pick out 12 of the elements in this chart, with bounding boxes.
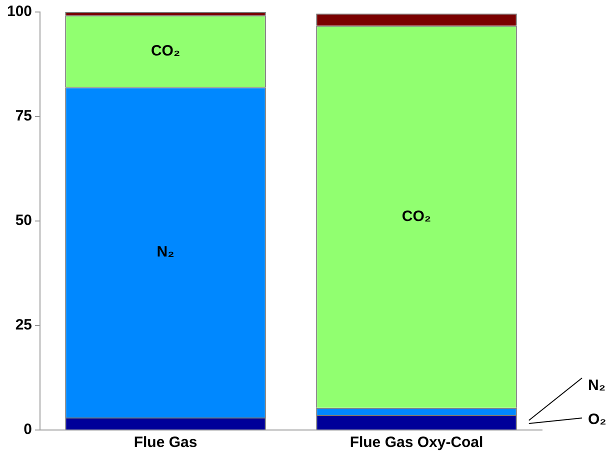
y-tick-label: 75	[15, 108, 32, 125]
y-tick-label: 50	[15, 212, 32, 230]
y-tick-label: 100	[6, 3, 32, 20]
series-label: CO₂	[150, 42, 180, 60]
text: N₂	[156, 243, 174, 260]
y-tick-label: 25	[15, 316, 32, 334]
x-tick-label: Flue Gas	[134, 434, 198, 452]
text: O₂	[588, 411, 606, 428]
x-tick-label: Flue Gas Oxy-Coal	[350, 434, 484, 452]
text: N₂	[588, 377, 606, 394]
text: CO₂	[402, 208, 432, 225]
y-tick-label: 0	[24, 421, 32, 438]
